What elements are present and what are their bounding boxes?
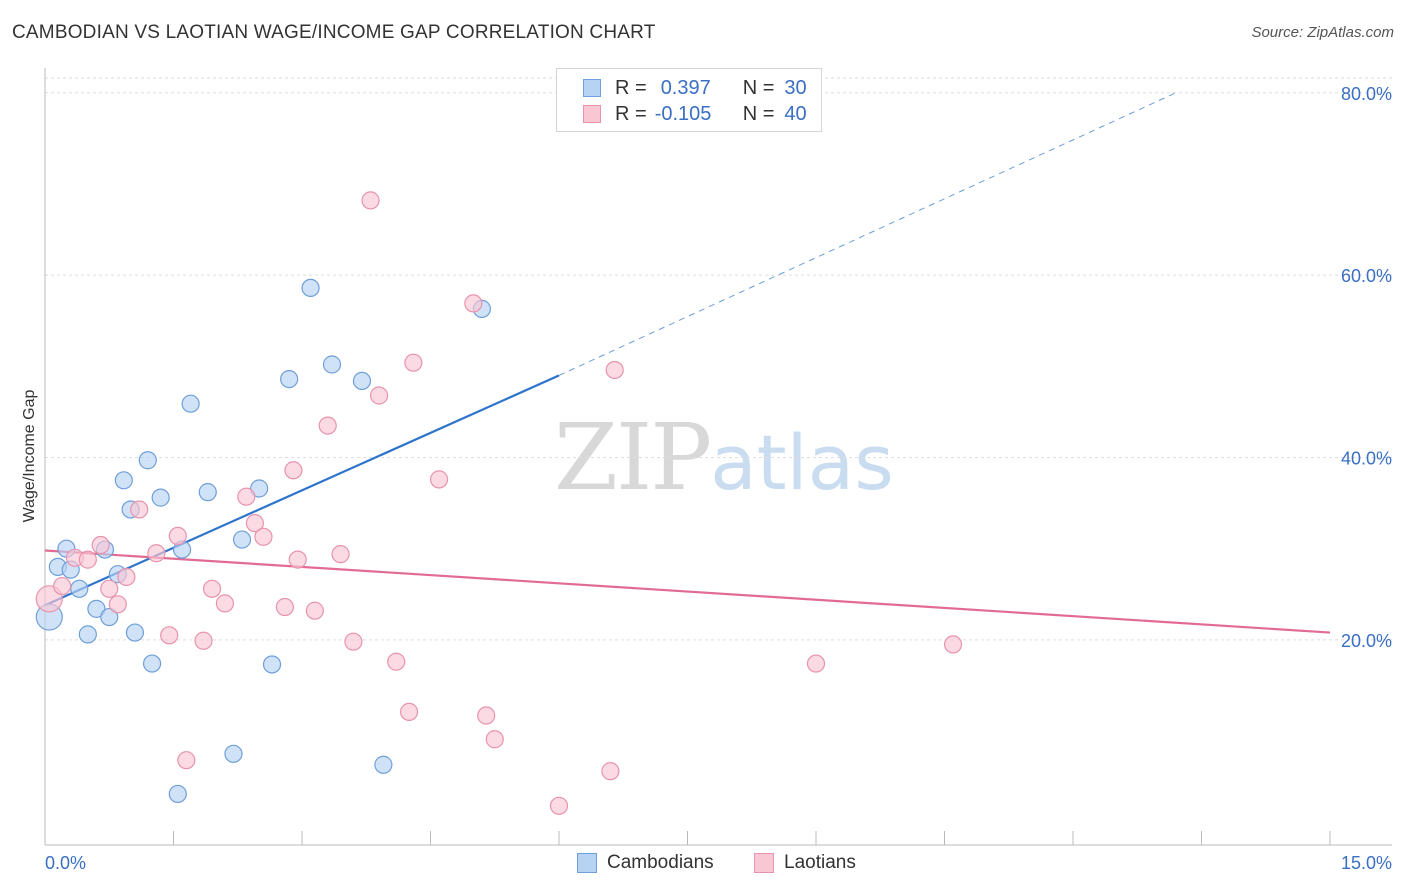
y-tick-label: 60.0% [1341, 266, 1392, 286]
cambodian-point [322, 355, 342, 374]
series-swatch-laotians [754, 853, 774, 873]
legend-r-value: 0.397 [660, 76, 711, 99]
legend-row-cambodians: R = 0.397 N = 30 [583, 75, 807, 101]
laotian-point [361, 191, 380, 210]
cambodian-point [301, 278, 320, 298]
legend-swatch-laotians [583, 105, 601, 123]
laotian-point [943, 635, 963, 654]
cambodian-point [250, 479, 269, 498]
tick-labels: 20.0% 40.0% 60.0% 80.0% 0.0% 15.0% [45, 84, 1392, 873]
laotian-point [305, 601, 324, 620]
laotian-point [245, 514, 264, 533]
source-label: Source: ZipAtlas.com [1251, 24, 1394, 41]
series-legend: Cambodians Laotians [0, 852, 1406, 876]
laotian-point [387, 652, 406, 671]
cambodian-point [100, 607, 119, 627]
legend-n-value: 30 [784, 76, 807, 99]
cambodian-point [138, 451, 157, 470]
laotian-point [117, 567, 136, 587]
y-tick-label: 40.0% [1341, 449, 1392, 469]
laotian-point [237, 487, 256, 506]
legend-n-label: N = [742, 102, 775, 125]
laotian-point [108, 595, 127, 614]
cambodian-point [262, 655, 282, 674]
laotian-point [254, 527, 273, 546]
laotian-point [344, 632, 363, 651]
cambodian-point [198, 483, 217, 502]
cambodian-point [168, 784, 187, 804]
x-tick-label: 0.0% [45, 853, 86, 873]
laotian-point [147, 544, 166, 563]
laotian-point [53, 576, 72, 596]
laotian-point [177, 751, 196, 770]
cambodian-point [374, 755, 393, 774]
cambodian-point [114, 471, 133, 490]
laotian-point [130, 500, 149, 519]
x-tick-label: 15.0% [1341, 853, 1392, 873]
legend-r-value: -0.105 [654, 102, 712, 125]
watermark-atlas: atlas [710, 418, 894, 507]
cambodian-point [280, 369, 299, 389]
y-tick-label: 80.0% [1341, 84, 1392, 104]
y-tick-label: 20.0% [1341, 631, 1392, 651]
laotian-point [78, 550, 97, 569]
legend-swatch-cambodians [583, 79, 601, 97]
chart-title: CAMBODIAN VS LAOTIAN WAGE/INCOME GAP COR… [12, 22, 656, 43]
laotian-point [549, 796, 569, 815]
laotian-point [194, 631, 213, 650]
laotian-point [202, 579, 222, 598]
cambodian-point [151, 488, 170, 507]
series-legend-laotians[interactable]: Laotians [754, 852, 856, 874]
series-legend-cambodians[interactable]: Cambodians [577, 852, 714, 874]
legend-r-label: R = [615, 102, 647, 125]
laotian-point [477, 706, 496, 725]
data-points [35, 191, 963, 815]
laotian-point [91, 535, 110, 555]
laotian-point [215, 594, 234, 613]
cambodian-point [78, 625, 97, 644]
laotian-point [370, 386, 389, 405]
laotian-point [100, 579, 119, 598]
laotian-trend-line [44, 549, 1331, 634]
laotian-point [275, 597, 294, 617]
cambodian-point [352, 371, 372, 391]
series-swatch-cambodians [577, 853, 597, 873]
legend-n-value: 40 [784, 102, 807, 125]
laotian-point [464, 294, 483, 313]
legend-n-label: N = [742, 76, 775, 99]
legend-r-label: R = [615, 76, 647, 99]
laotian-point [404, 353, 423, 372]
laotian-point [399, 702, 419, 721]
axes [44, 68, 1392, 846]
laotian-point [318, 416, 337, 435]
laotian-point [288, 550, 307, 569]
laotian-point [429, 470, 449, 489]
cambodian-point [224, 744, 243, 763]
cambodian-point [70, 579, 89, 598]
laotian-point [601, 762, 620, 781]
laotian-point [331, 545, 350, 564]
cambodian-trend-extension [558, 92, 1177, 376]
laotian-point [168, 526, 187, 546]
cambodian-point [142, 654, 162, 673]
correlation-legend: R = 0.397 N = 30 R = -0.105 N = 40 [556, 68, 822, 132]
laotian-point [485, 730, 504, 749]
y-axis-label: Wage/Income Gap [21, 389, 38, 523]
cambodian-trend-line [44, 374, 560, 607]
cambodian-point [125, 623, 145, 642]
grid-lines [45, 77, 1392, 641]
cambodian-point [232, 530, 252, 549]
cambodian-point [87, 599, 106, 618]
cambodian-point [181, 394, 200, 413]
laotian-point [284, 461, 303, 480]
trend-lines [44, 92, 1331, 634]
laotian-point [806, 654, 826, 673]
legend-row-laotians: R = -0.105 N = 40 [583, 101, 807, 127]
series-label-laotians: Laotians [784, 852, 856, 873]
laotian-point [605, 360, 624, 380]
series-label-cambodians: Cambodians [607, 852, 714, 873]
laotian-point [160, 626, 179, 645]
